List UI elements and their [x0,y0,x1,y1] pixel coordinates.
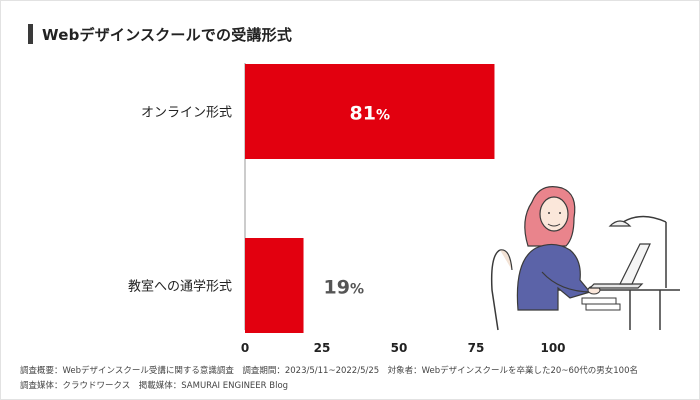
x-tick-label: 0 [241,341,249,355]
chart-title: Webデザインスクールでの受講形式 [42,25,293,44]
bar [245,64,495,159]
x-tick-label: 100 [540,341,565,355]
x-tick-label: 50 [391,341,408,355]
x-tick-label: 75 [468,341,485,355]
x-tick-label: 25 [314,341,331,355]
chart-title-block: Webデザインスクールでの受講形式 [28,23,292,45]
bar [245,238,304,333]
category-label: オンライン形式 [141,106,232,121]
woman-working-on-laptop-icon [490,186,680,331]
title-accent-bar [28,24,33,44]
category-label: 教室への通学形式 [128,279,232,295]
footer-media-line: 調査媒体：クラウドワークス 掲載媒体：SAMURAI ENGINEER Blog [20,381,289,391]
data-label: 81% [349,103,389,125]
footer-survey-line: 調査概要：Webデザインスクール受講に関する意識調査 調査期間：2023/5/1… [20,366,638,376]
data-label: 19% [324,277,364,299]
chart-footer: 調査概要：Webデザインスクール受講に関する意識調査 調査期間：2023/5/1… [20,364,638,394]
